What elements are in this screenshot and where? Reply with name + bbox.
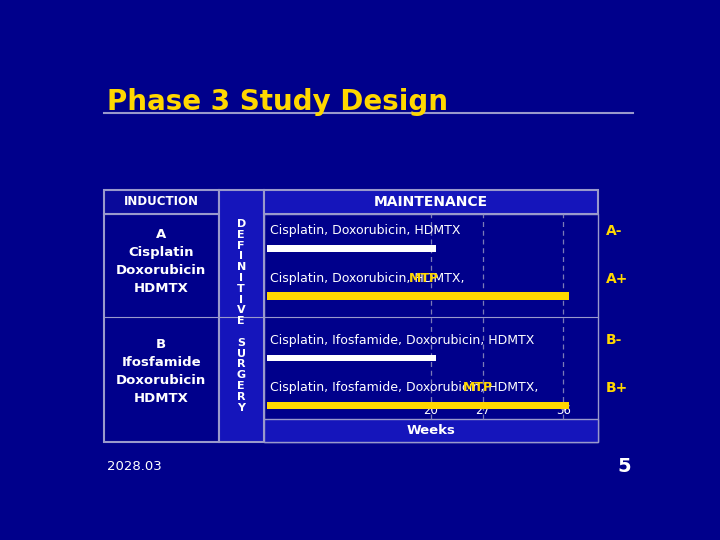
Text: A+: A+ bbox=[606, 272, 629, 286]
Text: 2028.03: 2028.03 bbox=[107, 460, 162, 473]
Bar bbox=[264, 214, 598, 442]
Text: MTP: MTP bbox=[409, 272, 438, 285]
Text: Cisplatin, Ifosfamide, Doxorubicin, HDMTX: Cisplatin, Ifosfamide, Doxorubicin, HDMT… bbox=[270, 334, 534, 347]
Text: A-: A- bbox=[606, 224, 623, 238]
Text: Cisplatin, Doxorubicin, HDMTX: Cisplatin, Doxorubicin, HDMTX bbox=[270, 225, 460, 238]
Text: 27: 27 bbox=[475, 404, 490, 417]
Bar bbox=[104, 214, 219, 442]
Text: 36: 36 bbox=[556, 404, 571, 417]
Text: B
Ifosfamide
Doxorubicin
HDMTX: B Ifosfamide Doxorubicin HDMTX bbox=[116, 338, 207, 405]
Bar bbox=[104, 190, 219, 214]
Text: D
E
F
I
N
I
T
I
V
E
 
S
U
R
G
E
R
Y: D E F I N I T I V E S U R G E R Y bbox=[236, 219, 246, 413]
Bar bbox=[264, 419, 598, 442]
Bar bbox=[267, 355, 436, 361]
Text: Cisplatin, Ifosfamide, Doxorubicin, HDMTX,: Cisplatin, Ifosfamide, Doxorubicin, HDMT… bbox=[270, 381, 542, 394]
Text: 5: 5 bbox=[617, 457, 631, 476]
Text: A
Cisplatin
Doxorubicin
HDMTX: A Cisplatin Doxorubicin HDMTX bbox=[116, 228, 207, 295]
Text: MTP: MTP bbox=[462, 381, 492, 394]
Text: B+: B+ bbox=[606, 381, 629, 395]
Text: B-: B- bbox=[606, 333, 623, 347]
Bar bbox=[267, 402, 570, 409]
Bar bbox=[219, 190, 264, 442]
Text: INDUCTION: INDUCTION bbox=[124, 195, 199, 208]
Text: MAINTENANCE: MAINTENANCE bbox=[374, 195, 488, 209]
Text: Cisplatin, Doxorubicin, HDMTX,: Cisplatin, Doxorubicin, HDMTX, bbox=[270, 272, 468, 285]
Text: Phase 3 Study Design: Phase 3 Study Design bbox=[107, 88, 448, 116]
Bar bbox=[267, 293, 570, 300]
Text: Weeks: Weeks bbox=[407, 424, 456, 437]
Bar bbox=[267, 246, 436, 252]
Text: 20: 20 bbox=[423, 404, 438, 417]
Bar bbox=[264, 190, 598, 214]
